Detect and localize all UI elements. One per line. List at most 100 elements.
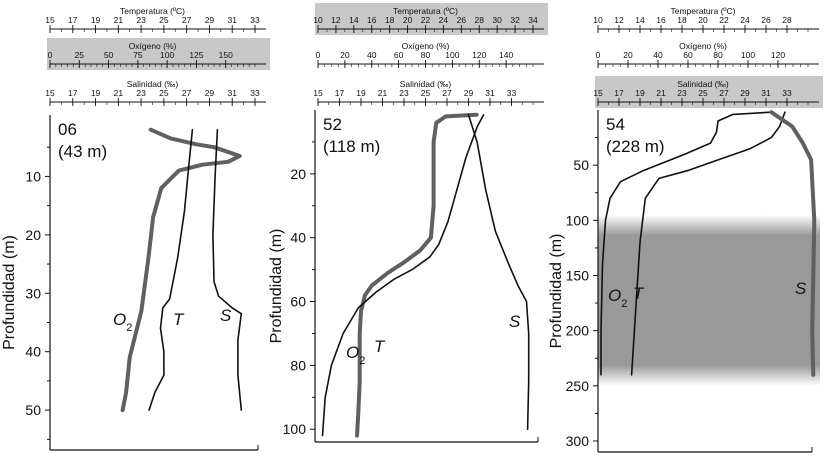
- scale-tick-label: 21: [114, 88, 124, 98]
- scale-tick-label: 29: [464, 88, 474, 98]
- series-label-t: T: [173, 310, 185, 329]
- profile-line-o2: [120, 127, 242, 413]
- series-label-t: T: [374, 337, 386, 356]
- scale-tick-label: 10: [593, 15, 603, 25]
- panel-06: Temperatura (ºC) 15 17 19 21 23 25 27 29 31 33 Oxíg…: [1, 6, 270, 451]
- scale-tick-label: 33: [250, 88, 260, 98]
- scale-tick-label: 29: [205, 15, 215, 25]
- depth-tick-label: 10: [25, 168, 41, 184]
- scale-tick-label: 16: [656, 15, 666, 25]
- scale-tick-label: 31: [227, 88, 237, 98]
- station-number: 54: [606, 115, 625, 134]
- scale-tick-label: 80: [421, 50, 431, 60]
- scale-title-salinity: Salinidad (‰): [677, 79, 729, 89]
- scale-tick-label: 32: [510, 15, 520, 25]
- scale-tick-label: 50: [104, 50, 114, 60]
- series-label-o2: O2: [113, 310, 132, 334]
- scale-title-oxygen: Oxígeno (%): [129, 41, 177, 51]
- scale-tick-label: 14: [349, 15, 359, 25]
- scale-tick-label: 17: [335, 88, 345, 98]
- scale-tick-label: 17: [68, 88, 78, 98]
- profile-line-t: [148, 128, 194, 411]
- scale-tick-label: 22: [719, 15, 729, 25]
- depth-tick-label: 30: [25, 285, 41, 301]
- scale-tick-label: 17: [614, 88, 624, 98]
- scale-tick-label: 100: [160, 50, 174, 60]
- scale-title-oxygen: Oxígeno (%): [679, 41, 727, 51]
- scale-tick-label: 100: [445, 50, 459, 60]
- scale-tick-label: 19: [635, 88, 645, 98]
- series-label-t: T: [633, 284, 645, 303]
- depth-tick-label: 50: [573, 157, 589, 173]
- scale-tick-label: 33: [782, 88, 792, 98]
- scale-tick-label: 27: [719, 88, 729, 98]
- scale-tick-label: 19: [356, 88, 366, 98]
- station-number: 06: [58, 120, 77, 139]
- scale-tick-label: 23: [136, 15, 146, 25]
- depth-tick-label: 40: [25, 344, 41, 360]
- scale-tick-label: 28: [475, 15, 485, 25]
- scale-tick-label: 20: [403, 15, 413, 25]
- scale-tick-label: 120: [771, 50, 785, 60]
- station-depth: (118 m): [323, 137, 380, 156]
- panel-52: Temperatura (ºC)10 12 14 16 18 20 22 24 26 28 30 32…: [268, 3, 548, 443]
- scale-tick-label: 15: [313, 88, 323, 98]
- scale-tick-label: 23: [677, 88, 687, 98]
- scale-tick-label: 140: [499, 50, 513, 60]
- scale-tick-label: 15: [45, 88, 55, 98]
- depth-axis-title: Profundidad (m): [1, 235, 18, 350]
- scale-tick-label: 75: [133, 50, 143, 60]
- scale-tick-label: 120: [472, 50, 486, 60]
- depth-tick-label: 20: [290, 166, 306, 182]
- depth-tick-label: 100: [283, 421, 307, 437]
- depth-tick-label: 100: [566, 212, 590, 228]
- scale-tick-label: 21: [378, 88, 388, 98]
- scale-tick-label: 0: [596, 50, 601, 60]
- scale-tick-label: 26: [761, 15, 771, 25]
- scale-tick-label: 27: [442, 88, 452, 98]
- station-number: 52: [323, 115, 342, 134]
- scale-tick-label: 10: [313, 15, 323, 25]
- scale-tick-label: 0: [316, 50, 321, 60]
- scale-tick-label: 19: [91, 15, 101, 25]
- depth-tick-label: 300: [566, 433, 590, 449]
- scale-tick-label: 24: [439, 15, 449, 25]
- scale-tick-label: 12: [331, 15, 341, 25]
- scale-tick-label: 14: [635, 15, 645, 25]
- series-label-o2: O2: [346, 343, 365, 367]
- depth-tick-label: 20: [25, 227, 41, 243]
- scale-tick-label: 16: [367, 15, 377, 25]
- scale-tick-label: 24: [740, 15, 750, 25]
- scale-tick-label: 20: [698, 15, 708, 25]
- depth-tick-label: 200: [566, 323, 590, 339]
- scale-tick-label: 29: [740, 88, 750, 98]
- profile-line-o2: [600, 111, 772, 376]
- profile-line-t: [630, 111, 786, 376]
- scale-tick-label: 21: [656, 88, 666, 98]
- scale-title-temperature: Temperatura (ºC): [671, 6, 736, 16]
- scale-tick-label: 80: [713, 50, 723, 60]
- scale-tick-label: 25: [421, 88, 431, 98]
- depth-tick-label: 40: [290, 230, 306, 246]
- scale-tick-label: 40: [367, 50, 377, 60]
- depth-tick-label: 150: [566, 267, 590, 283]
- scale-tick-label: 22: [421, 15, 431, 25]
- depth-tick-label: 80: [290, 357, 306, 373]
- scale-tick-label: 26: [457, 15, 467, 25]
- scale-tick-label: 125: [189, 50, 203, 60]
- highlight-band-oxygen: [47, 38, 270, 70]
- scale-tick-label: 31: [485, 88, 495, 98]
- scale-tick-label: 33: [250, 15, 260, 25]
- scale-tick-label: 34: [528, 15, 538, 25]
- scale-tick-label: 100: [741, 50, 755, 60]
- scale-tick-label: 25: [159, 88, 169, 98]
- scale-tick-label: 15: [593, 88, 603, 98]
- scale-tick-label: 15: [45, 15, 55, 25]
- scale-tick-label: 60: [394, 50, 404, 60]
- scale-tick-label: 20: [623, 50, 633, 60]
- scale-title-temperature: Temperatura (ºC): [120, 6, 185, 16]
- series-label-subscript: 2: [126, 322, 132, 334]
- series-label-s: S: [795, 279, 807, 298]
- highlight-band-salinity: [595, 76, 823, 108]
